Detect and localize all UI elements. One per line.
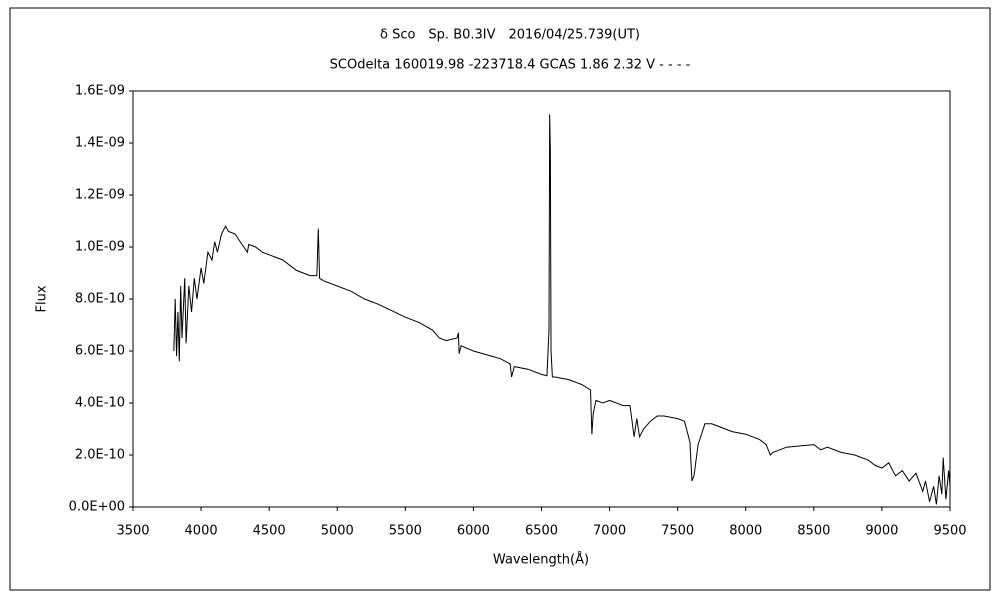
y-tick-label: 0.0E+00 [69, 500, 125, 515]
y-axis-label: Flux [35, 285, 50, 312]
y-tick-label: 1.4E-09 [75, 136, 125, 151]
x-tick-label: 9000 [865, 524, 898, 539]
x-axis-label: Wavelength(Å) [493, 552, 589, 568]
x-tick-label: 9500 [933, 524, 966, 539]
y-tick-label: 8.0E-10 [75, 292, 125, 307]
x-tick-label: 3500 [116, 524, 149, 539]
spectrum-line [173, 114, 951, 505]
y-tick-label: 4.0E-10 [75, 396, 125, 411]
x-tick-label: 4000 [185, 524, 218, 539]
x-tick-label: 5500 [389, 524, 422, 539]
y-tick-label: 1.6E-09 [75, 84, 125, 99]
chart-subtitle: SCOdelta 160019.98 -223718.4 GCAS 1.86 2… [330, 58, 691, 73]
x-tick-label: 7000 [593, 524, 626, 539]
x-tick-label: 6500 [525, 524, 558, 539]
x-tick-label: 8000 [729, 524, 762, 539]
x-tick-label: 5000 [321, 524, 354, 539]
y-tick-label: 1.0E-09 [75, 240, 125, 255]
chart-border [9, 7, 991, 591]
x-tick-label: 7500 [661, 524, 694, 539]
x-tick-label: 8500 [797, 524, 830, 539]
y-tick-label: 1.2E-09 [75, 188, 125, 203]
y-tick-label: 6.0E-10 [75, 344, 125, 359]
x-tick-label: 4500 [253, 524, 286, 539]
x-tick-label: 6000 [457, 524, 490, 539]
y-tick-label: 2.0E-10 [75, 448, 125, 463]
chart-title: δ Sco Sp. B0.3IV 2016/04/25.739(UT) [380, 28, 640, 43]
